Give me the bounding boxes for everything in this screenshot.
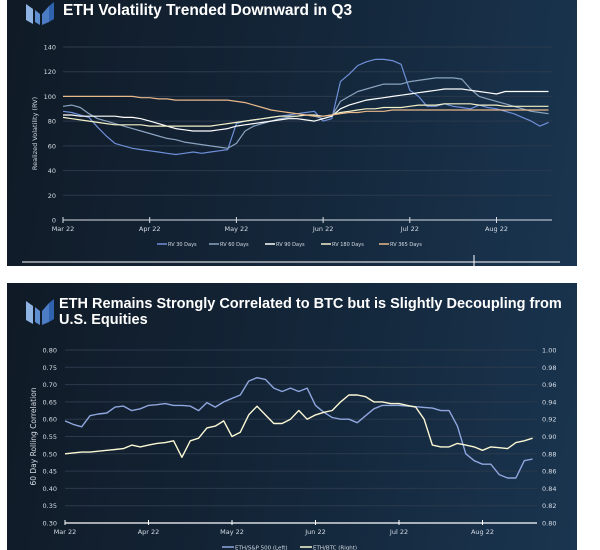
x-tick-label: Apr 22: [138, 528, 160, 536]
y-tick-label: 40: [48, 167, 56, 175]
volatility-line-chart: 0 20 40 60 80 100 120 140 Mar 22 Apr 22 May 22 Jun …: [22, 44, 560, 269]
y-tick-label: 0: [52, 217, 56, 225]
y-right-tick-label: 0.94: [542, 398, 556, 406]
y-tick-label: 100: [44, 93, 56, 101]
y-tick-label: 80: [48, 118, 56, 126]
y-tick-label: 120: [44, 68, 56, 76]
x-tick-label: May 22: [220, 528, 244, 536]
legend-label: RV 60 Days: [220, 242, 249, 248]
legend-label: RV 30 Days: [168, 242, 197, 248]
x-tick-label: Aug 22: [471, 528, 494, 536]
series-line-rv-30-days: [62, 58, 549, 156]
y-left-tick-label: 0.55: [43, 433, 57, 441]
chart-title: ETH Remains Strongly Correlated to BTC b…: [59, 296, 562, 328]
x-tick-label: Mar 22: [52, 225, 75, 233]
logo-icon: [26, 299, 54, 325]
y-right-tick-label: 0.82: [542, 502, 556, 510]
y-tick-label: 20: [48, 192, 56, 200]
series-line-rv-90-days: [63, 88, 549, 132]
y-axis-label: Realized Volatility (RV): [31, 97, 39, 170]
y-axis-label: 60 Day Rolling Correlation: [29, 387, 38, 485]
series-line-rv-365-days: [63, 95, 549, 117]
chart-title: ETH Volatility Trended Downward in Q3: [63, 2, 353, 19]
y-right-tick-label: 0.88: [542, 450, 556, 458]
y-right-tick-label: 0.86: [542, 468, 556, 476]
y-right-tick-label: 0.96: [542, 381, 556, 389]
y-left-tick-label: 0.50: [43, 450, 57, 458]
x-tick-label: Jun 22: [312, 225, 334, 233]
x-tick-label: Jun 22: [304, 528, 326, 536]
x-tick-label: May 22: [225, 225, 249, 233]
y-right-tick-label: 1.00: [542, 347, 556, 355]
y-tick-label: 140: [44, 44, 56, 52]
legend-label: RV 90 Days: [276, 242, 305, 248]
logo-icon: [26, 2, 54, 25]
x-tick-label: Apr 22: [139, 225, 161, 233]
y-left-tick-label: 0.60: [43, 416, 57, 424]
y-right-tick-label: 0.90: [542, 433, 556, 441]
y-right-tick-label: 0.80: [542, 520, 556, 528]
series-line-eth-s-p-500-left-: [64, 377, 533, 479]
series-line-eth-btc-right-: [64, 394, 533, 458]
legend-label: RV 180 Days: [332, 242, 364, 248]
y-left-tick-label: 0.45: [43, 468, 57, 476]
y-right-tick-label: 0.98: [542, 364, 556, 372]
y-left-tick-label: 0.75: [43, 364, 57, 372]
x-tick-label: Aug 22: [485, 225, 508, 233]
y-left-tick-label: 0.80: [43, 347, 57, 355]
y-left-tick-label: 0.40: [43, 485, 57, 493]
legend-label: ETH/BTC (Right): [313, 546, 357, 550]
legend-label: ETH/S&P 500 (Left): [235, 546, 288, 550]
y-right-tick-label: 0.92: [542, 416, 556, 424]
legend-label: RV 365 Days: [390, 242, 422, 248]
x-tick-label: Jul 22: [389, 528, 408, 536]
y-left-tick-label: 0.30: [43, 520, 57, 528]
x-tick-label: Jul 22: [400, 225, 419, 233]
x-tick-label: Mar 22: [54, 528, 77, 536]
volatility-chart-panel: ETH Volatility Trended Downward in Q3: [7, 0, 577, 266]
y-left-tick-label: 0.70: [43, 381, 57, 389]
y-right-tick-label: 0.84: [542, 485, 556, 493]
y-left-tick-label: 0.35: [43, 502, 57, 510]
y-tick-label: 60: [48, 142, 56, 150]
y-left-tick-label: 0.65: [43, 398, 57, 406]
